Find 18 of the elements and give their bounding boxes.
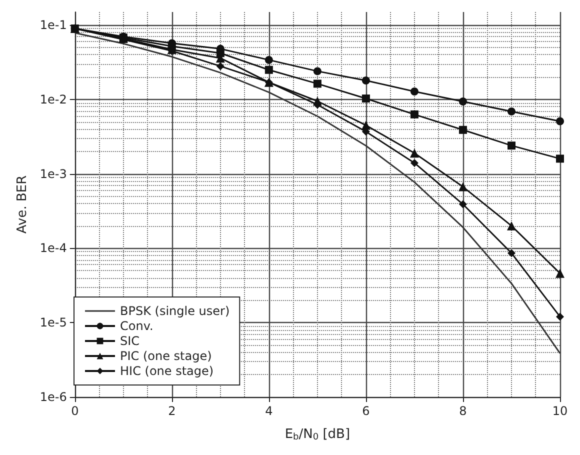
y-tick-label: 1e-5 [40,316,67,330]
y-tick-label: 1e-4 [40,241,67,256]
y-tick-label: 1e-1 [40,18,67,32]
legend-label: Conv. [120,319,154,333]
legend-label: SIC [120,334,140,348]
x-tick-label: 2 [168,404,176,418]
x-tick-label: 0 [71,404,79,418]
legend-label: BPSK (single user) [120,304,230,318]
x-tick-label: 6 [362,404,370,418]
legend-label: PIC (one stage) [120,349,212,363]
y-tick-label: 1e-6 [40,390,67,404]
y-axis-title: Ave. BER [15,175,30,234]
y-tick-label: 1e-2 [40,92,67,106]
x-tick-label: 8 [459,404,467,418]
y-tick-label: 1e-3 [40,166,67,181]
legend-label: HIC (one stage) [120,364,214,378]
x-tick-label: 10 [552,404,568,418]
x-tick-label: 4 [265,404,273,418]
